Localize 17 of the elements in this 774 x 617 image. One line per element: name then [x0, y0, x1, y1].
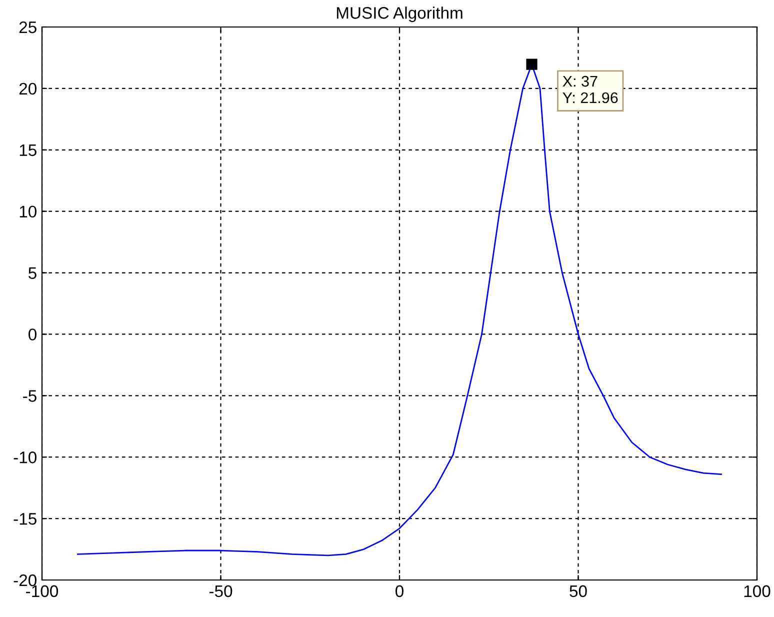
y-tick-label: 0 [28, 328, 36, 340]
annotation: X: 37 Y: 21.96 [562, 76, 618, 104]
y-tick-label: -5 [23, 390, 36, 402]
y-tick-label: -20 [14, 574, 36, 586]
y-tick-label: 10 [20, 206, 36, 218]
x-tick-label: -100 [26, 585, 58, 598]
y-tick-label: -10 [14, 452, 36, 464]
y-tick-label: 15 [20, 144, 36, 156]
chart-title: MUSIC Algorithm [336, 6, 462, 22]
y-tick-label: 25 [19, 21, 36, 34]
x-tick-label: 0 [396, 585, 404, 598]
y-tick-label: -15 [14, 513, 36, 525]
x-tick-label: 100 [744, 585, 770, 598]
y-tick-label: 20 [19, 82, 36, 95]
x-tick-label: -50 [209, 585, 232, 598]
x-tick-label: 50 [570, 585, 587, 598]
y-tick-label: 5 [28, 267, 36, 279]
